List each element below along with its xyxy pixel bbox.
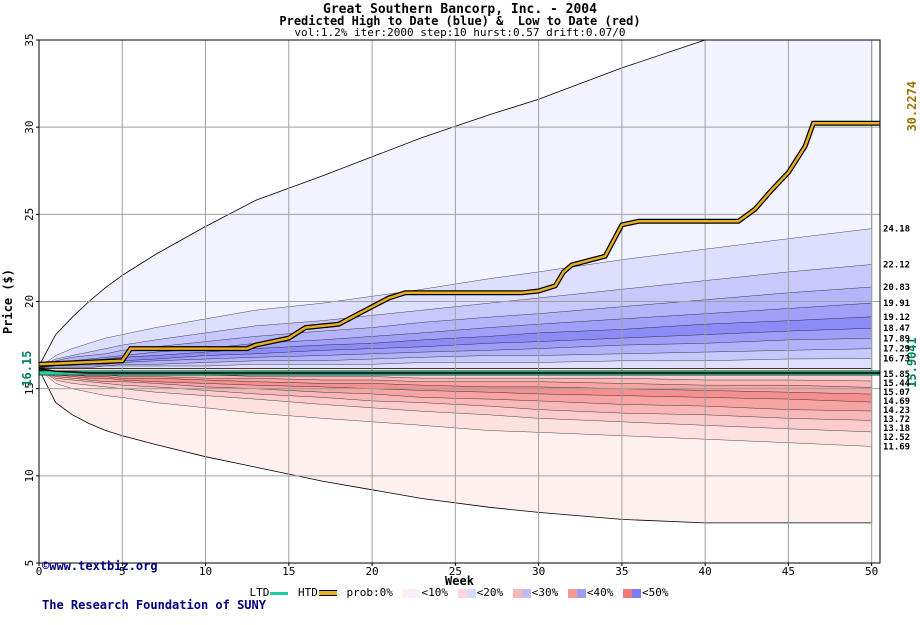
y-tick-label-5: 5 [23,560,36,567]
legend-band-30: <30% [512,586,559,599]
credit-org: The Research Foundation of SUNY [42,598,266,612]
x-tick-label-35: 35 [615,565,628,578]
price-forecast-chart: 0 5 10 15 20 25 30 35 40 45 505101520253035WeekPri… [1,33,919,588]
legend-prob: prob:0% [347,586,393,599]
right-label-15: 13.18 [883,424,910,434]
right-label-12: 14.69 [883,397,910,407]
legend-band-50-label: <50% [641,586,669,599]
right-label-17: 11.69 [883,442,910,452]
y-tick-label-30: 30 [23,121,36,134]
x-tick-label-0: 0 [36,565,43,578]
legend-band-20: <20% [457,586,504,599]
legend-band-30-label: <30% [531,586,559,599]
right-label-4: 19.12 [883,313,910,323]
right-label-0: 24.18 [883,225,910,235]
legend-ltd-label: LTD [249,586,270,599]
legend-band-40: <40% [567,586,614,599]
right-label-10: 15.44 [883,379,911,389]
credit-block: ©www.textbiz.org The Research Foundation… [42,534,266,625]
right-label-5: 18.47 [883,324,910,334]
x-tick-label-45: 45 [782,565,795,578]
chart-params: vol:1.2% iter:2000 step:10 hurst:0.57 dr… [294,26,626,39]
right-label-8: 16.73 [883,355,910,365]
chart-subtitle: Predicted High to Date (blue) & Low to D… [279,14,641,28]
legend-band-10-label: <10% [421,586,448,599]
end-high-label: 30.2274 [905,81,919,132]
right-label-6: 17.89 [883,334,910,344]
legend-ltd-swatch [270,591,289,595]
credit-url[interactable]: ©www.textbiz.org [42,559,158,573]
right-label-1: 22.12 [883,261,910,271]
right-label-16: 12.52 [883,433,910,443]
x-tick-label-25: 25 [449,565,462,578]
right-label-11: 15.07 [883,388,910,398]
legend-band-40-swatch [567,588,586,598]
legend-htd-label: HTD [298,586,318,599]
probability-bands [39,40,880,563]
legend-band-50-swatch [622,588,641,598]
x-tick-label-20: 20 [365,565,378,578]
legend-band-20-label: <20% [476,586,504,599]
legend-prob-label: prob:0% [346,586,393,599]
y-tick-label-10: 10 [23,469,36,482]
right-label-14: 13.72 [883,415,910,425]
legend-band-40-label: <40% [586,586,614,599]
axis-labels: 0 5 10 15 20 25 30 35 40 45 505101520253035WeekPri… [1,33,919,588]
right-label-13: 14.23 [883,406,910,416]
legend-band-30-swatch [512,588,531,598]
chart-title: Great Southern Bancorp, Inc. - 2004 [323,2,597,17]
y-tick-label-35: 35 [23,33,36,46]
legend: LTD HTD prob:0% <10% <20% <30% <40% <50% [0,586,920,599]
right-label-2: 20.83 [883,283,910,293]
htd-line [39,121,880,366]
legend-band-10: <10% [401,586,448,599]
x-axis-title: Week [445,574,475,588]
y-tick-label-25: 25 [23,208,36,221]
x-tick-label-5: 5 [119,565,126,578]
x-tick-label-50: 50 [865,565,878,578]
legend-band-20-swatch [457,588,476,598]
right-label-7: 17.29 [883,345,910,355]
x-tick-label-15: 15 [282,565,295,578]
y-axis-title: Price ($) [1,269,15,334]
ltd-line [39,367,880,374]
legend-htd-swatch [318,590,337,596]
start-price-label: 16.15 [20,351,34,387]
right-label-3: 19.91 [883,299,910,309]
x-tick-label-10: 10 [199,565,212,578]
right-label-9: 15.85 [883,370,910,380]
y-tick-label-15: 15 [23,382,36,395]
x-tick-label-40: 40 [699,565,712,578]
axes [36,39,881,566]
series-lines [39,120,880,376]
y-tick-label-20: 20 [23,295,36,308]
legend-htd: HTD [298,586,338,599]
x-tick-label-30: 30 [532,565,545,578]
legend-band-10-swatch [402,588,421,598]
end-low-label: 15.9041 [905,337,919,388]
legend-ltd: LTD [250,586,290,599]
legend-band-50: <50% [622,586,669,599]
